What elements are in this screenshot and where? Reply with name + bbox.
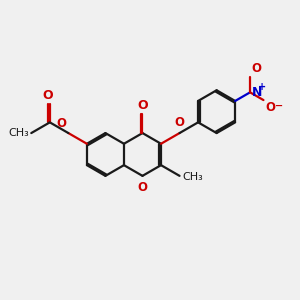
Text: O: O — [175, 116, 184, 129]
Text: O: O — [43, 89, 53, 102]
Text: O: O — [252, 62, 262, 75]
Text: O: O — [137, 99, 148, 112]
Text: −: − — [275, 101, 283, 111]
Text: O: O — [56, 117, 66, 130]
Text: +: + — [258, 82, 266, 92]
Text: O: O — [265, 101, 275, 114]
Text: O: O — [137, 181, 148, 194]
Text: CH₃: CH₃ — [182, 172, 203, 182]
Text: CH₃: CH₃ — [8, 128, 29, 138]
Text: N: N — [252, 86, 262, 99]
